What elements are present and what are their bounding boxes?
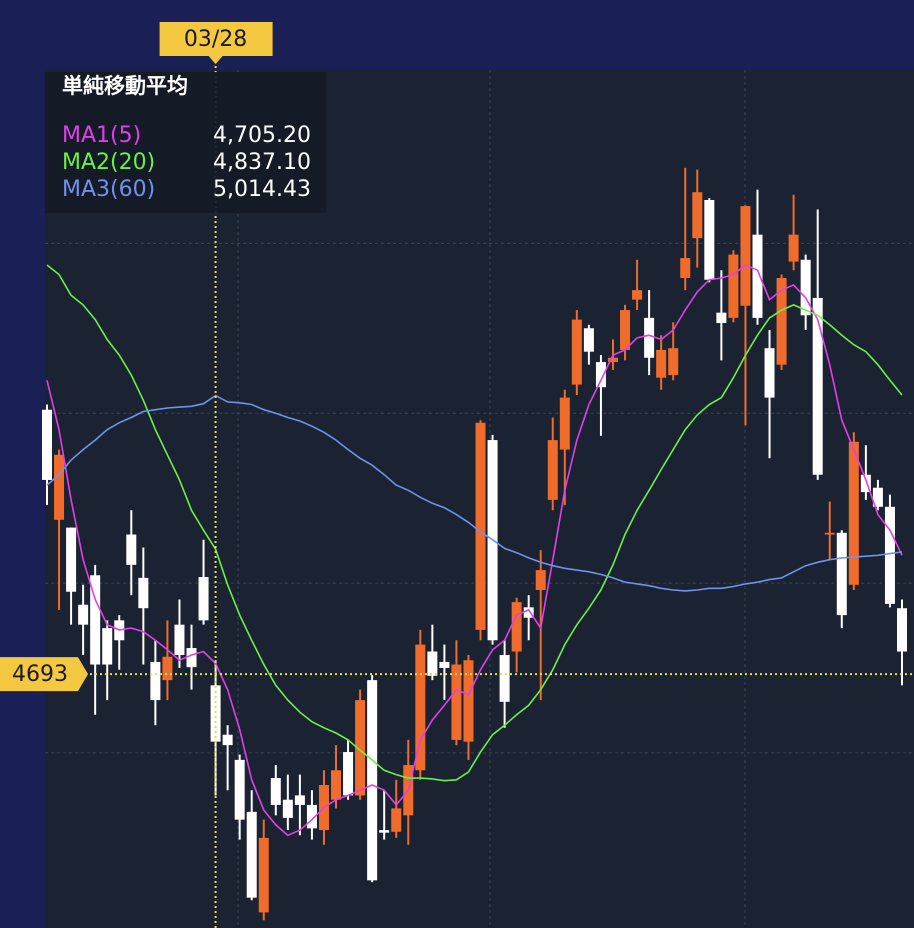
candle-body — [620, 310, 631, 350]
candle-body — [632, 290, 643, 300]
candle-body — [42, 409, 52, 480]
date-label: 03/28 — [184, 27, 247, 52]
candle-body — [571, 319, 582, 385]
candle-body — [391, 808, 402, 832]
legend-name: MA1(5) — [62, 123, 141, 148]
candle-body — [704, 200, 715, 280]
legend-name: MA3(60) — [62, 177, 155, 202]
candle-body — [270, 778, 281, 805]
candle-body — [860, 474, 871, 493]
candle-body — [824, 532, 835, 535]
candle-body — [54, 454, 65, 520]
candle-body — [451, 664, 462, 740]
candle-body — [282, 799, 293, 818]
ma-lines — [46, 264, 903, 837]
panel-title: 単純移動平均 — [62, 74, 188, 98]
date-label-box — [159, 22, 273, 56]
candle-body — [812, 297, 823, 475]
panel-background — [45, 72, 326, 213]
ma-line — [46, 394, 903, 592]
candle-body — [607, 357, 618, 363]
candle-body — [523, 607, 534, 618]
candle-body — [210, 685, 221, 742]
candle-body — [186, 648, 197, 668]
candle-body — [848, 441, 859, 585]
date-label-pointer — [208, 56, 223, 64]
candle-body — [439, 661, 450, 668]
price-label: 4693 — [12, 662, 68, 687]
info-panel: 単純移動平均 MA1(5) 4,705.20 MA2(20) 4,837.10 MA3(… — [45, 72, 326, 213]
candle-body — [547, 440, 558, 500]
candle-body — [66, 527, 77, 592]
price-label-box — [0, 657, 88, 692]
candle-body — [198, 577, 209, 621]
candle-body — [788, 234, 799, 262]
candle-body — [150, 661, 161, 701]
candle-body — [836, 532, 847, 616]
candle-body — [499, 655, 510, 702]
candle-body — [306, 804, 317, 829]
candle-body — [415, 644, 426, 771]
legend-value: 4,705.20 — [213, 123, 311, 148]
candle-body — [246, 811, 257, 898]
candle-body — [367, 680, 378, 881]
candle-body — [258, 837, 269, 913]
candle-body — [294, 795, 305, 805]
candle-body — [138, 577, 149, 609]
candle-body — [884, 506, 895, 604]
legend-value: 4,837.10 — [213, 150, 311, 175]
candle-body — [343, 752, 354, 796]
candle-body — [740, 206, 751, 306]
ma-line — [46, 264, 903, 782]
candle-body — [668, 348, 679, 376]
candle-body — [102, 628, 113, 665]
legend-value: 5,014.43 — [213, 177, 311, 202]
candle-body — [535, 570, 546, 590]
candle-body — [559, 397, 570, 450]
candle-body — [800, 259, 811, 316]
candle-body — [126, 534, 137, 565]
candle-body — [511, 602, 522, 652]
candle-body — [656, 349, 667, 378]
candle-body — [728, 254, 739, 318]
candle-body — [331, 770, 342, 800]
candle-body — [583, 328, 594, 352]
candle-body — [644, 317, 655, 358]
candle-body — [752, 234, 763, 318]
candle-body — [355, 700, 366, 796]
candle-body — [764, 348, 775, 398]
candle-body — [463, 660, 474, 742]
candle-body — [379, 830, 390, 833]
candle-body — [776, 278, 787, 365]
candle-body — [680, 258, 691, 278]
ma-line — [46, 264, 903, 837]
candle-body — [475, 422, 486, 630]
candle-body — [162, 656, 173, 681]
candle-body — [234, 759, 245, 820]
candle-body — [716, 312, 727, 324]
candle-body — [897, 608, 907, 652]
candle-body — [595, 362, 606, 388]
crosshair-labels: 03/28 4693 — [0, 22, 273, 692]
candle-body — [692, 192, 703, 239]
legend-name: MA2(20) — [62, 150, 155, 175]
candle-body — [222, 734, 233, 746]
candle-body — [90, 575, 101, 665]
candle-body — [174, 624, 185, 655]
candle-body — [78, 604, 89, 625]
candle-body — [872, 487, 883, 507]
candle-body — [427, 651, 438, 676]
